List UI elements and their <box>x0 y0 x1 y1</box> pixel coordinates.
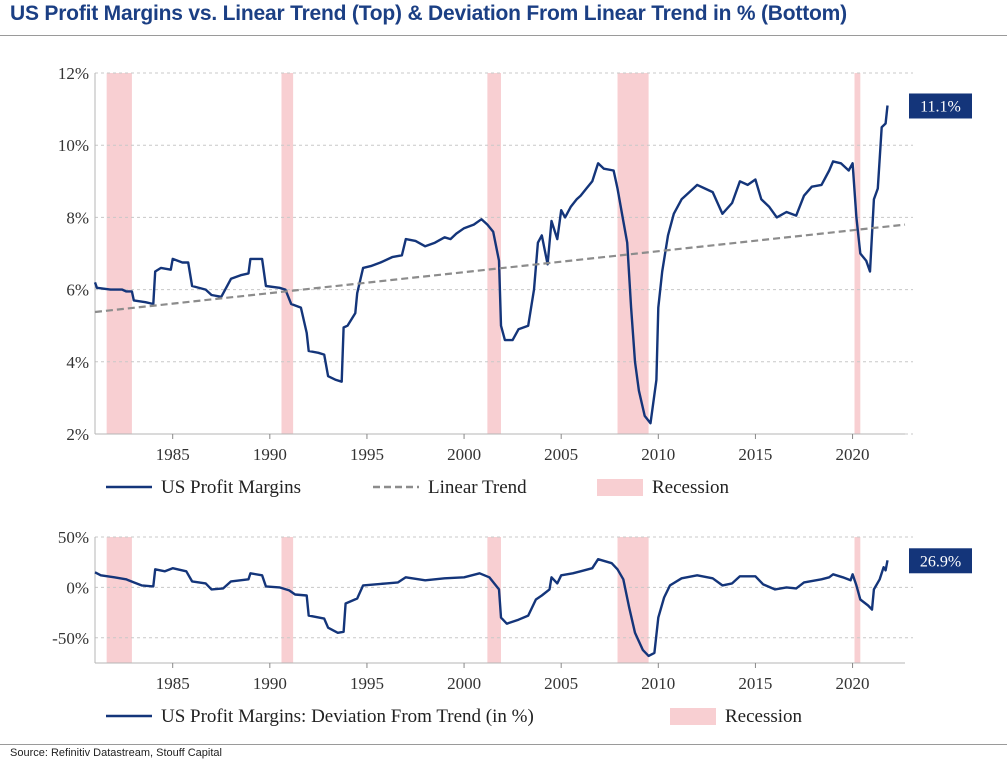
x-tick-label: 2000 <box>447 445 481 464</box>
legend-label: US Profit Margins <box>161 477 301 498</box>
footer-divider <box>0 744 1007 745</box>
source-note: Source: Refinitiv Datastream, Stouff Cap… <box>10 747 222 759</box>
y-tick-label: -50% <box>52 629 89 648</box>
legend-swatch-recession <box>597 479 643 496</box>
x-tick-label: 1990 <box>253 445 287 464</box>
x-tick-label: 1995 <box>350 445 384 464</box>
x-tick-label: 1995 <box>350 674 384 693</box>
title-divider <box>0 35 1007 36</box>
x-tick-label: 2015 <box>738 674 772 693</box>
recession-band <box>487 73 501 434</box>
x-tick-label: 2000 <box>447 674 481 693</box>
recession-band <box>854 73 861 434</box>
y-tick-label: 6% <box>66 281 89 300</box>
profit-margin-line <box>94 558 889 658</box>
top-chart: 2% 4% 6% 8% 10% 12% 1985 1990 1995 2000 2005 2010 20… <box>58 64 972 498</box>
recession-band <box>106 73 132 434</box>
y-tick-label: 50% <box>58 528 89 547</box>
last-value-callout <box>909 93 972 119</box>
linear-trend-line <box>94 223 906 314</box>
y-tick-label: 10% <box>58 136 89 155</box>
recession-band <box>617 537 649 663</box>
y-tick-label: 8% <box>66 208 89 227</box>
legend-label: Recession <box>725 706 803 727</box>
last-value-label: 11.1% <box>920 98 961 115</box>
legend-label: US Profit Margins: Deviation From Trend … <box>161 706 534 727</box>
legend-label: Recession <box>652 477 730 498</box>
y-tick-label: 2% <box>66 425 89 444</box>
recession-band <box>106 537 132 663</box>
recession-band <box>854 537 861 663</box>
last-value-label: 26.9% <box>920 553 961 570</box>
profit-margin-line <box>93 105 889 425</box>
x-tick-label: 2015 <box>738 445 772 464</box>
x-tick-label: 1985 <box>156 445 190 464</box>
recession-band <box>281 73 294 434</box>
legend-swatch-recession <box>670 708 716 725</box>
x-tick-label: 2010 <box>641 445 675 464</box>
y-tick-label: 12% <box>58 64 89 83</box>
recession-band <box>281 537 294 663</box>
x-tick-label: 2020 <box>836 445 870 464</box>
y-tick-label: 4% <box>66 353 89 372</box>
bottom-chart: -50% 0% 50% 1985 1990 1995 2000 2005 2010 2015 202… <box>52 528 972 727</box>
last-value-callout <box>909 548 972 574</box>
chart-title: US Profit Margins vs. Linear Trend (Top)… <box>10 2 847 25</box>
recession-band <box>487 537 501 663</box>
x-tick-label: 2020 <box>836 674 870 693</box>
x-tick-label: 1985 <box>156 674 190 693</box>
x-tick-label: 2005 <box>544 674 578 693</box>
legend-label: Linear Trend <box>428 477 527 498</box>
x-tick-label: 2010 <box>641 674 675 693</box>
x-tick-label: 1990 <box>253 674 287 693</box>
x-tick-label: 2005 <box>544 445 578 464</box>
y-tick-label: 0% <box>66 578 89 597</box>
